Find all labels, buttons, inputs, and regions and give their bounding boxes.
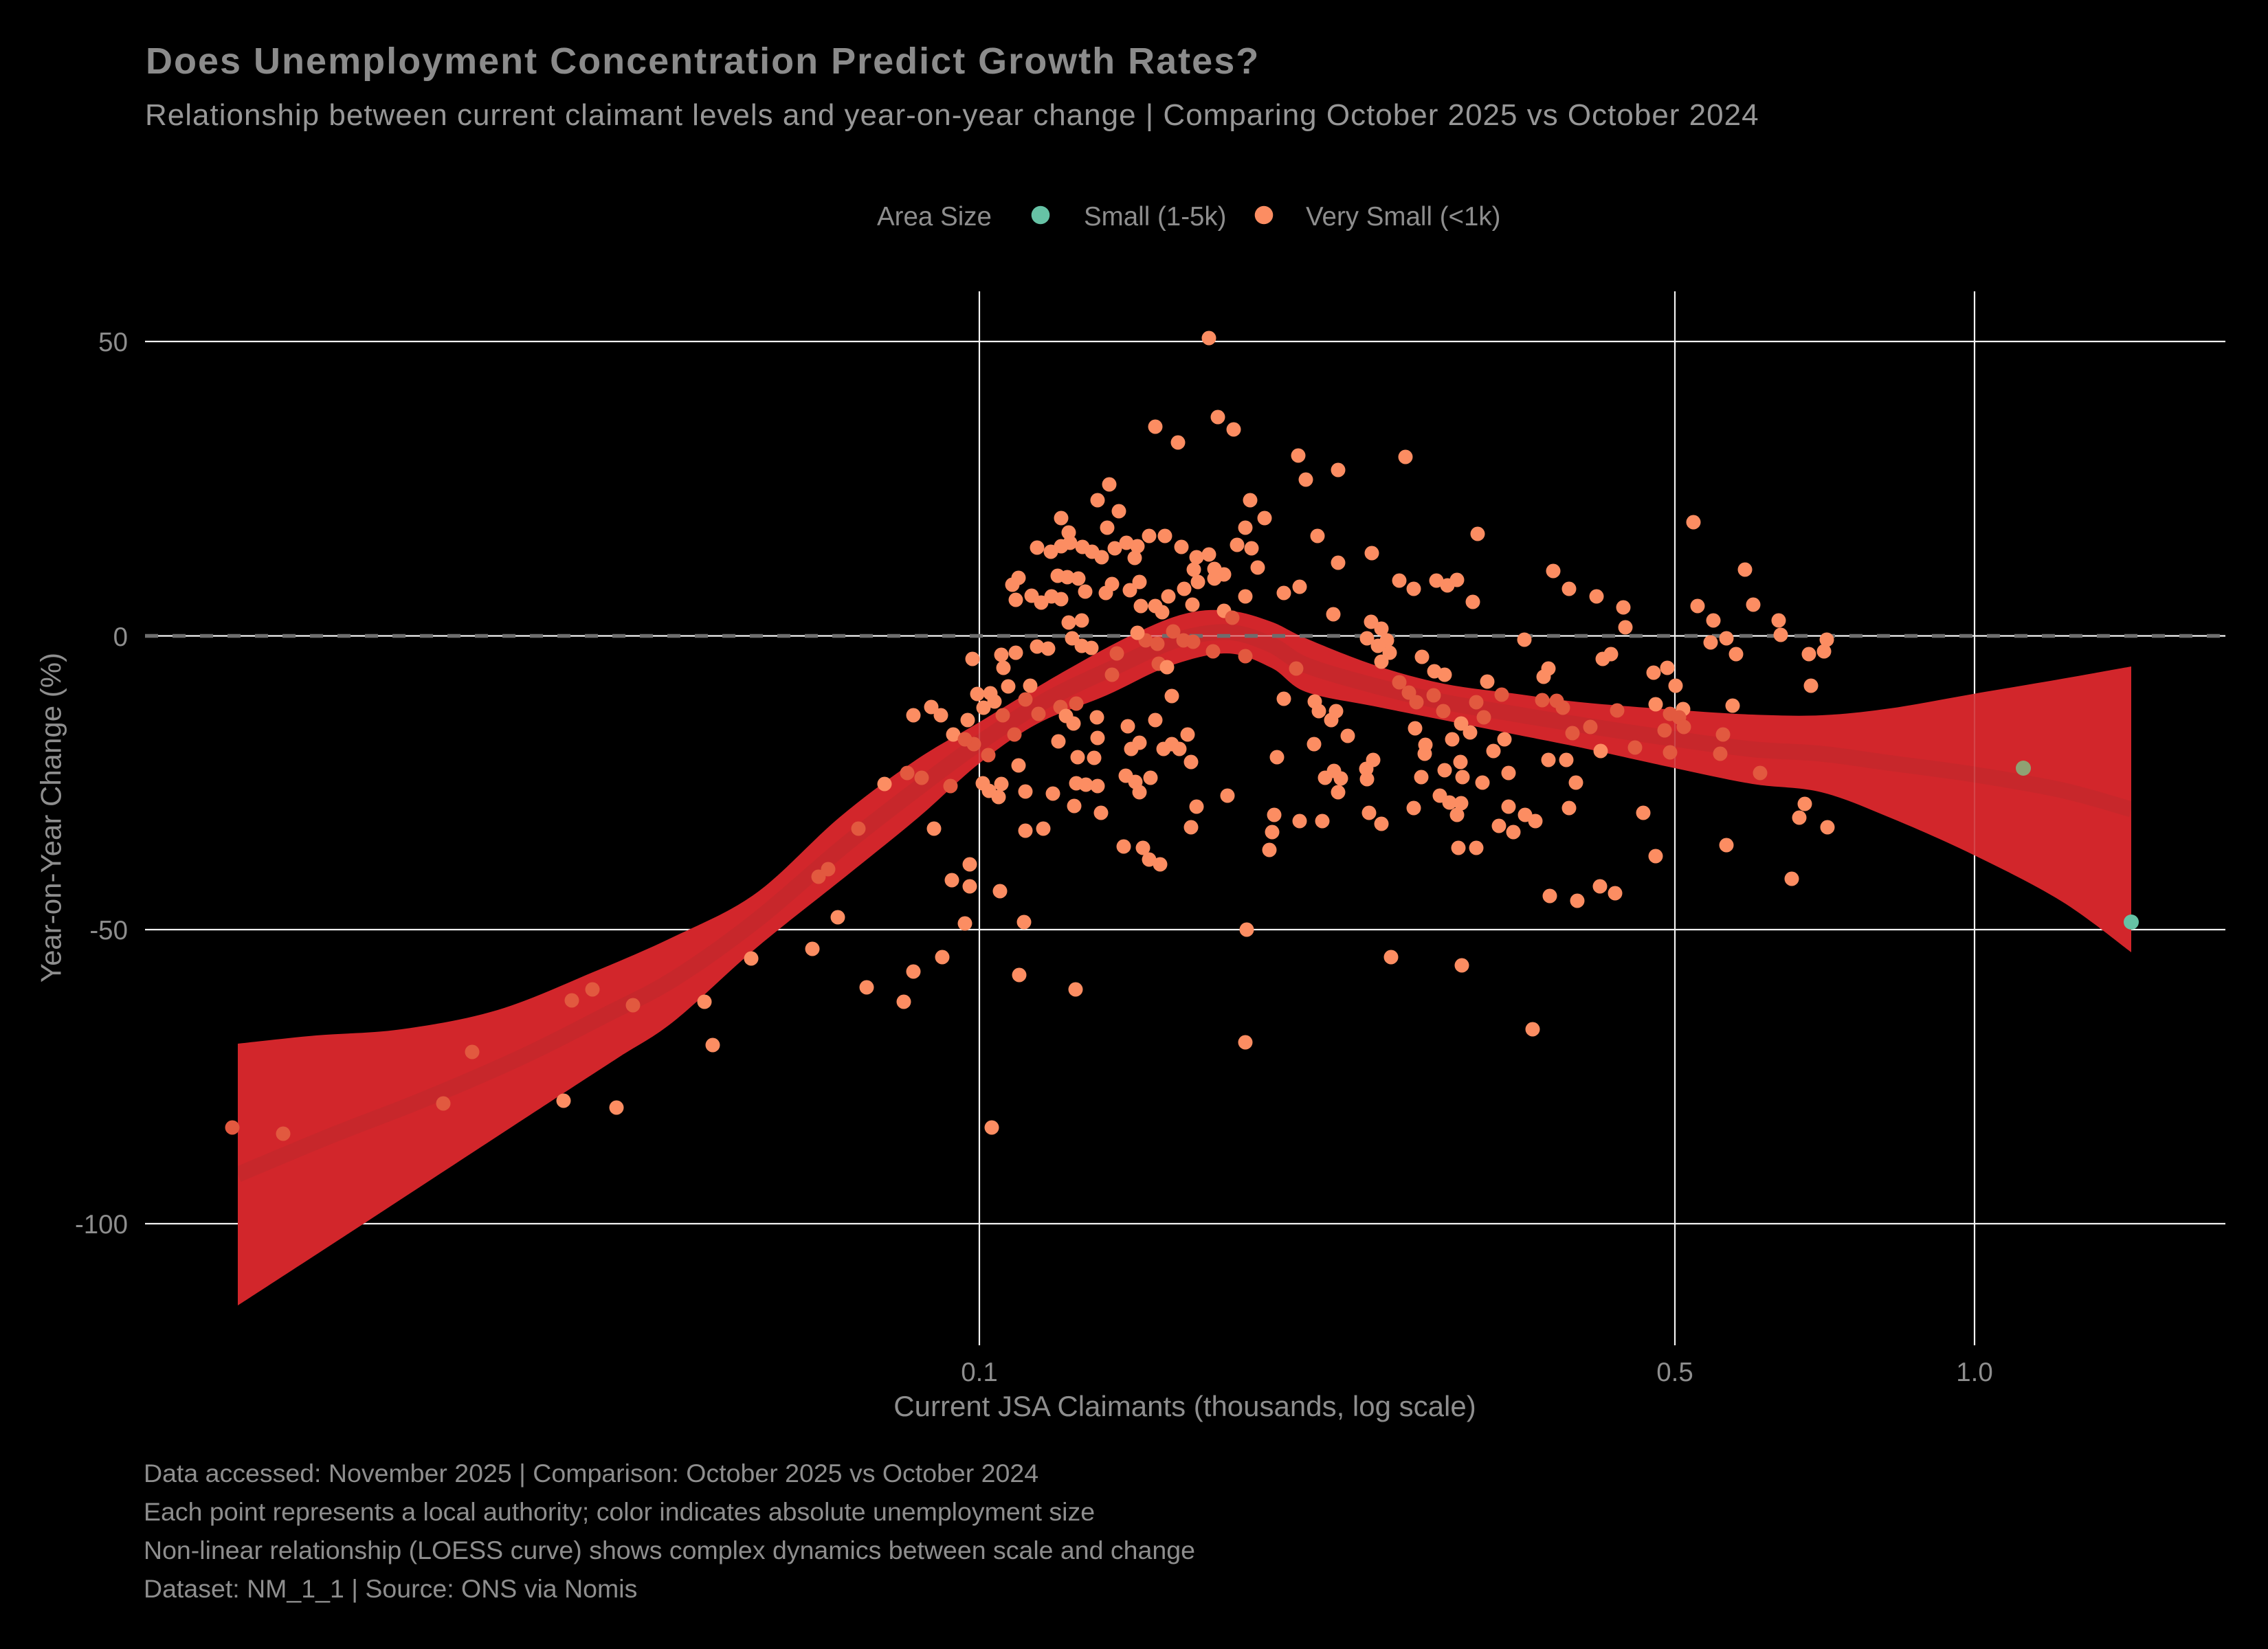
svg-text:1.0: 1.0	[1956, 1358, 1993, 1387]
svg-text:Current JSA Claimants (thousan: Current JSA Claimants (thousands, log sc…	[893, 1390, 1476, 1422]
svg-text:Small (1-5k): Small (1-5k)	[1084, 202, 1227, 232]
svg-text:Area Size: Area Size	[877, 202, 992, 232]
svg-text:0.5: 0.5	[1656, 1358, 1693, 1387]
svg-text:0: 0	[113, 622, 128, 652]
svg-text:Non-linear relationship (LOESS: Non-linear relationship (LOESS curve) sh…	[144, 1536, 1195, 1564]
svg-text:Relationship between current c: Relationship between current claimant le…	[145, 98, 1759, 132]
svg-text:Data accessed: November 2025 |: Data accessed: November 2025 | Compariso…	[144, 1459, 1038, 1488]
svg-text:-100: -100	[75, 1210, 128, 1239]
svg-text:Very Small (<1k): Very Small (<1k)	[1306, 202, 1501, 232]
svg-text:50: 50	[98, 328, 128, 357]
svg-text:Dataset: NM_1_1 | Source: ONS: Dataset: NM_1_1 | Source: ONS via Nomis	[144, 1574, 637, 1603]
svg-text:-50: -50	[89, 916, 128, 945]
svg-text:Year-on-Year Change (%): Year-on-Year Change (%)	[35, 653, 67, 983]
svg-text:Each point represents a local: Each point represents a local authority;…	[144, 1497, 1095, 1526]
svg-text:Does Unemployment Concentratio: Does Unemployment Concentration Predict …	[146, 41, 1260, 82]
svg-text:0.1: 0.1	[961, 1358, 998, 1387]
